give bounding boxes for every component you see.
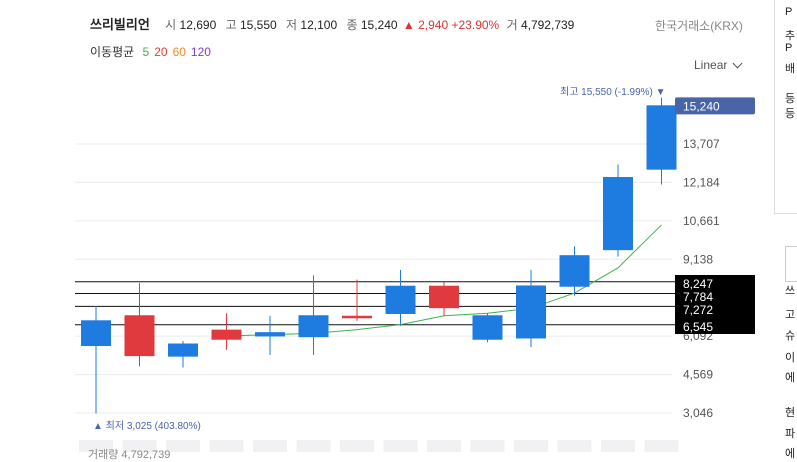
ma5-series-line [226, 224, 662, 337]
y-tick-label: 4,569 [683, 368, 713, 382]
volume-bar [514, 440, 548, 452]
level-tag-label: 8,247 [683, 277, 713, 291]
change-value: ▲ 2,940 [402, 18, 449, 32]
low-label: 저 [286, 18, 298, 32]
y-tick-label: 13,707 [683, 137, 720, 151]
scale-mode-dropdown[interactable]: Linear [694, 58, 743, 72]
level-tag-label: 6,545 [683, 320, 713, 334]
ma-period-60: 60 [172, 45, 186, 59]
candlestick-chart[interactable]: 3,0464,5696,0929,13810,66112,18413,707최고… [0, 0, 797, 452]
stock-summary: 쓰리빌리언 시 12,690 고 15,550 저 12,100 종 15,24… [90, 14, 576, 33]
high-label: 고 [225, 18, 237, 32]
volume-bar [79, 440, 113, 452]
right-panel-text: 추 [785, 30, 796, 42]
volume-bar [644, 440, 679, 452]
y-tick-label: 10,661 [683, 214, 720, 228]
close-value: 15,240 [360, 18, 398, 32]
candle-body [516, 285, 546, 339]
moving-average-label: 이동평균 [90, 45, 135, 59]
open-value: 12,690 [179, 18, 217, 32]
right-panel-text: 이 [785, 352, 796, 364]
min-price-annotation: ▲ 최저 3,025 (403.80%) [93, 420, 201, 432]
moving-average-legend[interactable]: 이동평균 5 20 60 120 [90, 43, 221, 60]
ma-period-5: 5 [142, 45, 150, 59]
ma-period-20: 20 [154, 45, 168, 59]
right-panel-text: 고 [785, 309, 796, 321]
candle-body [124, 315, 155, 357]
volume-bar [166, 440, 200, 452]
candle-body [255, 332, 285, 337]
candle-body [646, 105, 677, 170]
candle-body [429, 285, 459, 309]
right-panel-box [785, 246, 797, 282]
low-value: 12,100 [300, 18, 338, 32]
candle-body [298, 315, 329, 338]
high-value: 15,550 [239, 18, 277, 32]
candle-body [168, 343, 198, 357]
volume-label: 거 [506, 18, 518, 32]
current-price-tag [675, 97, 755, 115]
right-panel-text: P [785, 42, 793, 54]
panel-divider [774, 0, 775, 213]
candle-body [559, 255, 590, 287]
ma-period-120: 120 [190, 45, 211, 59]
right-panel-text: 현 [785, 407, 796, 419]
volume-bar [601, 440, 635, 452]
y-tick-label: 3,046 [683, 406, 713, 420]
right-panel-text: 등 [785, 93, 796, 105]
volume-bar [122, 440, 157, 452]
volume-bar [296, 440, 331, 452]
level-tag-label: 7,784 [683, 290, 713, 304]
volume-bar [427, 440, 461, 452]
candle-body [603, 176, 633, 251]
volume-bar [557, 440, 592, 452]
moving-average-periods: 5 20 60 120 [143, 45, 216, 59]
y-tick-label: 9,138 [683, 252, 713, 266]
candle-body [385, 285, 416, 314]
right-panel-text: 슈 [785, 330, 796, 342]
right-panel-text: 배 [785, 63, 796, 75]
right-panel-text: P [785, 6, 793, 18]
volume-footer: 거래량 4,792,739 [88, 449, 171, 461]
candle-body [342, 315, 372, 319]
volume-bar [470, 440, 505, 452]
level-tag-group [675, 275, 755, 334]
level-tag-label: 7,272 [683, 303, 713, 317]
volume-bar [253, 440, 287, 452]
volume-bar [383, 440, 418, 452]
stock-name: 쓰리빌리언 [90, 17, 150, 32]
volume-value: 4,792,739 [520, 18, 575, 32]
volume-bar [340, 440, 374, 452]
max-price-annotation: 최고 15,550 (-1.99%) ▼ [560, 86, 666, 98]
volume-bar [209, 440, 244, 452]
open-label: 시 [165, 18, 177, 32]
exchange-label: 한국거래소(KRX) [655, 19, 743, 33]
right-panel-text: 에 [785, 372, 796, 384]
panel-divider-horizontal [774, 213, 797, 214]
right-panel-text: 파 [785, 428, 796, 440]
scale-mode-label: Linear [694, 58, 728, 72]
y-tick-label: 12,184 [683, 175, 720, 189]
right-panel-text: 등 [785, 108, 796, 120]
candle-body [81, 320, 111, 347]
candle-body [211, 329, 242, 340]
change-percent: +23.90% [451, 18, 500, 32]
current-price-label: 15,240 [683, 99, 720, 113]
right-panel-text: 쓰 [785, 285, 796, 297]
close-label: 종 [346, 18, 358, 32]
candle-body [472, 315, 503, 340]
